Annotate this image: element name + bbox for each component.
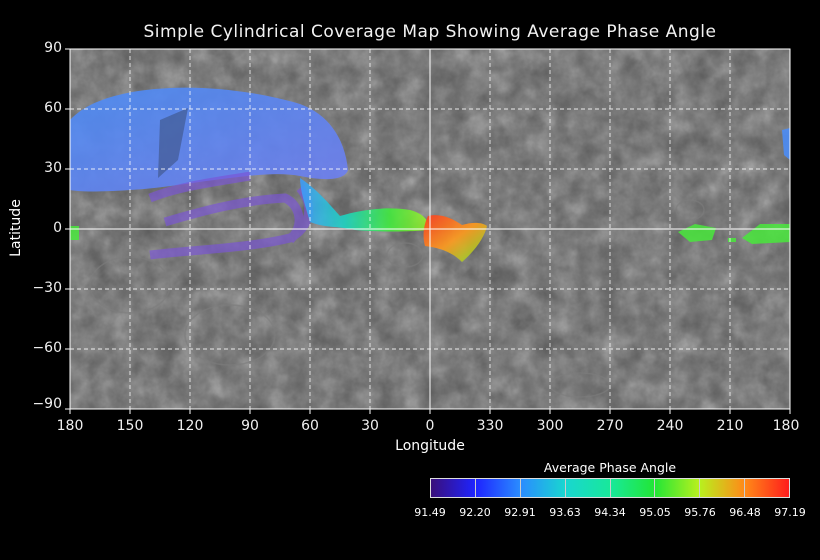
legend-title: Average Phase Angle: [543, 460, 677, 475]
legend-segment: [655, 479, 701, 497]
x-tick-label: 90: [241, 418, 259, 434]
coverage-patch-ne[interactable]: [782, 128, 790, 160]
x-tick-label: 0: [425, 418, 435, 434]
legend-segment: [431, 479, 476, 497]
legend-value: 95.76: [684, 506, 716, 519]
y-tick-label: −30: [32, 280, 62, 296]
legend-segment: [700, 479, 746, 497]
y-tick-label: 30: [44, 160, 62, 176]
legend-value: 95.05: [639, 506, 671, 519]
legend-segment: [610, 479, 656, 497]
crater-features: [89, 199, 705, 398]
legend-value: 93.63: [549, 506, 581, 519]
x-tick-label: 60: [301, 418, 319, 434]
y-tick-label: 0: [53, 220, 62, 236]
legend-segment: [565, 479, 611, 497]
legend-value: 94.34: [594, 506, 626, 519]
x-tick-label: 330: [476, 418, 504, 434]
x-tick-label: 180: [772, 418, 800, 434]
legend-value: 96.48: [729, 506, 761, 519]
legend-value: 97.19: [774, 506, 806, 519]
y-tick-label: −90: [32, 396, 62, 412]
legend-segment: [745, 479, 789, 497]
y-tick-label: 90: [44, 40, 62, 56]
coverage-region-north[interactable]: [70, 87, 348, 192]
y-tick-label: −60: [32, 340, 62, 356]
y-axis-title: Latitude: [8, 199, 24, 257]
legend-segment: [475, 479, 521, 497]
x-tick-label: 300: [536, 418, 564, 434]
x-tick-label: 180: [56, 418, 84, 434]
x-tick-label: 30: [361, 418, 379, 434]
coverage-region-north-shade: [158, 108, 188, 178]
x-tick-label: 120: [176, 418, 204, 434]
x-tick-label: 270: [596, 418, 624, 434]
x-axis-title: Longitude: [395, 438, 465, 454]
legend-segment: [520, 479, 566, 497]
graticule-zero: [70, 49, 790, 409]
page-title: Simple Cylindrical Coverage Map Showing …: [143, 22, 717, 42]
legend-value: 92.20: [459, 506, 491, 519]
x-tick-label: 240: [656, 418, 684, 434]
legend-value: 91.49: [414, 506, 446, 519]
coverage-hotspot[interactable]: [423, 215, 487, 262]
x-tick-label: 210: [716, 418, 744, 434]
axis-ticks: [65, 48, 791, 414]
x-tick-label: 150: [116, 418, 144, 434]
legend-value: 92.91: [504, 506, 536, 519]
y-tick-label: 60: [44, 100, 62, 116]
legend-colorbar: [430, 478, 790, 498]
coverage-patch-west[interactable]: [70, 226, 79, 240]
coverage-tail[interactable]: [300, 178, 429, 232]
